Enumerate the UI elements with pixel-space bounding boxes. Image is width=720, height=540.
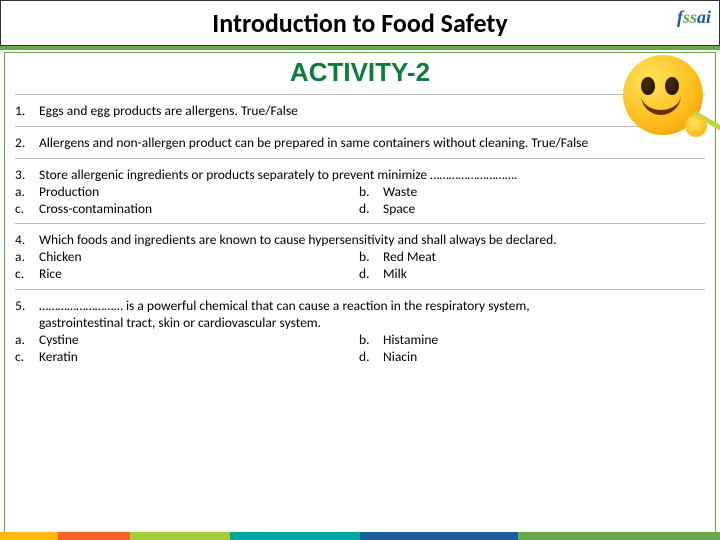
stripe-1 <box>58 532 130 540</box>
q5-num: 5. <box>15 298 39 332</box>
q4-a-label: a. <box>15 249 39 266</box>
q3-c-label: c. <box>15 201 39 218</box>
q4-options-row1: a. Chicken b. Red Meat <box>15 249 705 266</box>
q4-options-row2: c. Rice d. Milk <box>15 266 705 283</box>
content-frame: ACTIVITY-2 1. Eggs and egg products are … <box>4 52 716 536</box>
q5-c-text: Keratin <box>39 349 359 366</box>
q4-text: Which foods and ingredients are known to… <box>39 232 705 249</box>
q4-a-text: Chicken <box>39 249 359 266</box>
q4-b-text: Red Meat <box>383 249 705 266</box>
activity-title: ACTIVITY-2 <box>15 57 705 88</box>
q3-options-row1: a. Production b. Waste <box>15 184 705 201</box>
q4-d-label: d. <box>359 266 383 283</box>
stripe-3 <box>230 532 360 540</box>
q3-b-text: Waste <box>383 184 705 201</box>
q5-a-label: a. <box>15 332 39 349</box>
question-1: 1. Eggs and egg products are allergens. … <box>15 103 705 120</box>
q4-b-label: b. <box>359 249 383 266</box>
q3-d-label: d. <box>359 201 383 218</box>
q5-a-text: Cystine <box>39 332 359 349</box>
q4-d-text: Milk <box>383 266 705 283</box>
q2-num: 2. <box>15 135 39 152</box>
question-3: 3. Store allergenic ingredients or produ… <box>15 167 705 184</box>
logo: fssai <box>677 7 711 28</box>
q3-a-label: a. <box>15 184 39 201</box>
stripe-2 <box>130 532 231 540</box>
q4-c-label: c. <box>15 266 39 283</box>
q5-b-label: b. <box>359 332 383 349</box>
logo-text: fssai <box>677 7 711 27</box>
q3-b-label: b. <box>359 184 383 201</box>
stripe-4 <box>360 532 518 540</box>
question-2: 2. Allergens and non-allergen product ca… <box>15 135 705 152</box>
q3-c-text: Cross-contamination <box>39 201 359 218</box>
q5-options-row2: c. Keratin d. Niacin <box>15 349 705 366</box>
q5-c-label: c. <box>15 349 39 366</box>
q4-c-text: Rice <box>39 266 359 283</box>
footer-stripe <box>0 532 720 540</box>
question-5: 5. ……………………… is a powerful chemical that… <box>15 298 705 332</box>
q5-text2: gastrointestinal tract, skin or cardiova… <box>39 314 321 331</box>
q1-num: 1. <box>15 103 39 120</box>
q2-text: Allergens and non-allergen product can b… <box>39 135 705 152</box>
q3-text: Store allergenic ingredients or products… <box>39 167 705 184</box>
q5-d-text: Niacin <box>383 349 705 366</box>
q4-num: 4. <box>15 232 39 249</box>
q3-options-row2: c. Cross-contamination d. Space <box>15 201 705 218</box>
header: Introduction to Food Safety fssai <box>0 0 720 46</box>
q3-d-text: Space <box>383 201 705 218</box>
q5-b-text: Histamine <box>383 332 705 349</box>
page-title: Introduction to Food Safety <box>212 7 507 39</box>
stripe-5 <box>518 532 720 540</box>
q1-text: Eggs and egg products are allergens. Tru… <box>39 103 705 120</box>
q5-text: ……………………… is a powerful chemical that ca… <box>39 297 530 314</box>
question-list: 1. Eggs and egg products are allergens. … <box>15 94 705 366</box>
question-4: 4. Which foods and ingredients are known… <box>15 232 705 249</box>
q3-a-text: Production <box>39 184 359 201</box>
q3-num: 3. <box>15 167 39 184</box>
q5-d-label: d. <box>359 349 383 366</box>
q5-options-row1: a. Cystine b. Histamine <box>15 332 705 349</box>
smiley-icon <box>623 55 703 135</box>
stripe-0 <box>0 532 58 540</box>
green-bar <box>0 46 720 50</box>
